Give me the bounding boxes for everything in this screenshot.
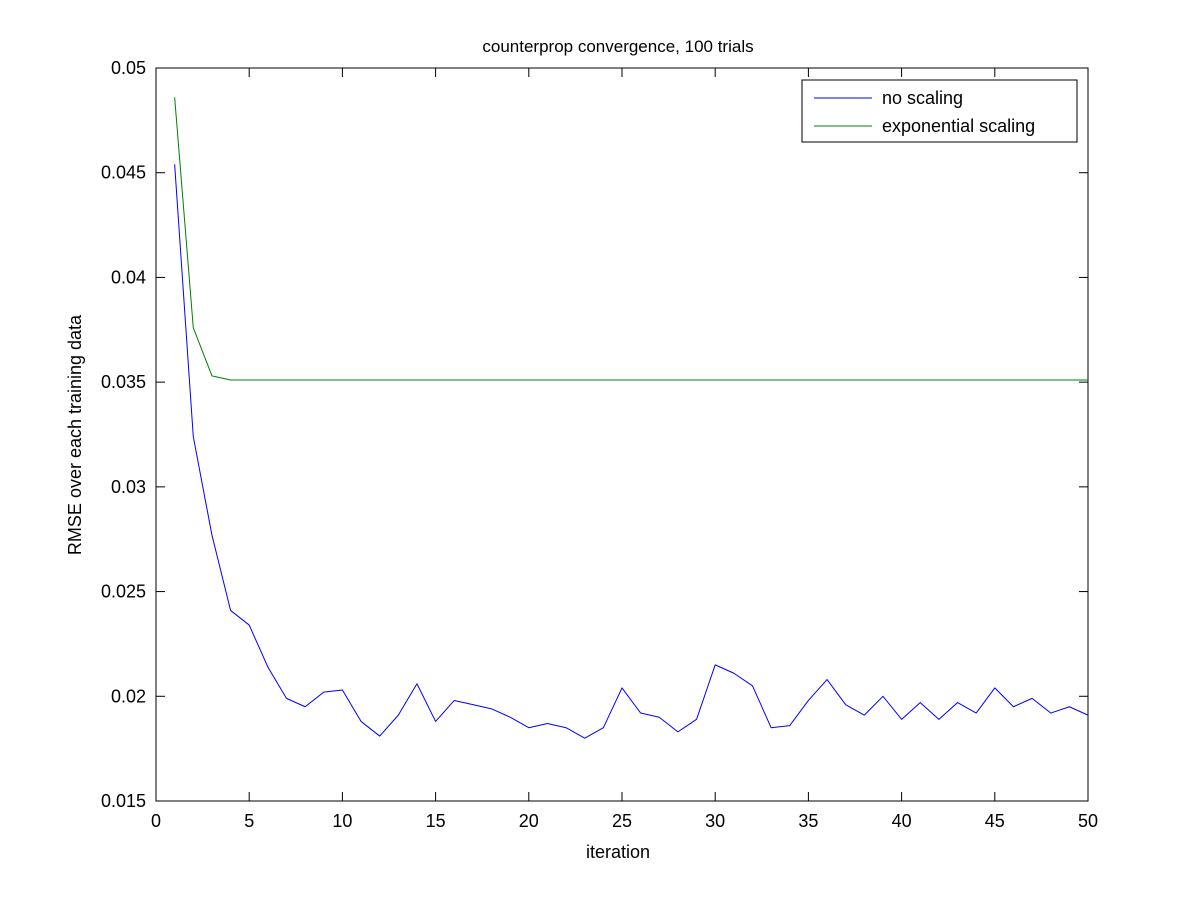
- x-tick-label: 30: [705, 811, 725, 831]
- series-line-no-scaling: [174, 164, 1089, 739]
- y-tick-label: 0.03: [111, 477, 146, 497]
- y-tick-label: 0.035: [101, 372, 146, 392]
- legend-box: [801, 79, 1078, 143]
- series-lines: [174, 97, 1089, 739]
- legend-label-exponential-scaling: exponential scaling: [882, 116, 1035, 136]
- x-tick-label: 20: [519, 811, 539, 831]
- y-axis-title: RMSE over each training data: [65, 314, 85, 555]
- series-line-exponential-scaling: [174, 97, 1088, 381]
- y-tick-label: 0.025: [101, 582, 146, 602]
- y-tick-label: 0.04: [111, 267, 146, 287]
- x-tick-label: 15: [426, 811, 446, 831]
- x-tick-label: 5: [244, 811, 254, 831]
- x-tick-label: 45: [985, 811, 1005, 831]
- chart-title: counterprop convergence, 100 trials: [482, 37, 753, 56]
- x-axis-title: iteration: [586, 842, 650, 862]
- y-tick-label: 0.02: [111, 686, 146, 706]
- x-tick-label: 25: [612, 811, 632, 831]
- axis-ticks: 0 5 10 15 20 25 30 35 40 45 50 0.015 0.02 0.025 0.03 0.…: [101, 58, 1098, 831]
- y-tick-label: 0.015: [101, 791, 146, 811]
- x-tick-label: 40: [892, 811, 912, 831]
- x-tick-label: 50: [1078, 811, 1098, 831]
- plot-area-frame: [155, 67, 1089, 802]
- x-tick-label: 35: [798, 811, 818, 831]
- x-tick-label: 0: [151, 811, 161, 831]
- y-tick-label: 0.045: [101, 163, 146, 183]
- legend: no scaling exponential scaling: [801, 79, 1078, 143]
- y-tick-label: 0.05: [111, 58, 146, 78]
- legend-label-no-scaling: no scaling: [882, 88, 963, 108]
- x-tick-label: 10: [332, 811, 352, 831]
